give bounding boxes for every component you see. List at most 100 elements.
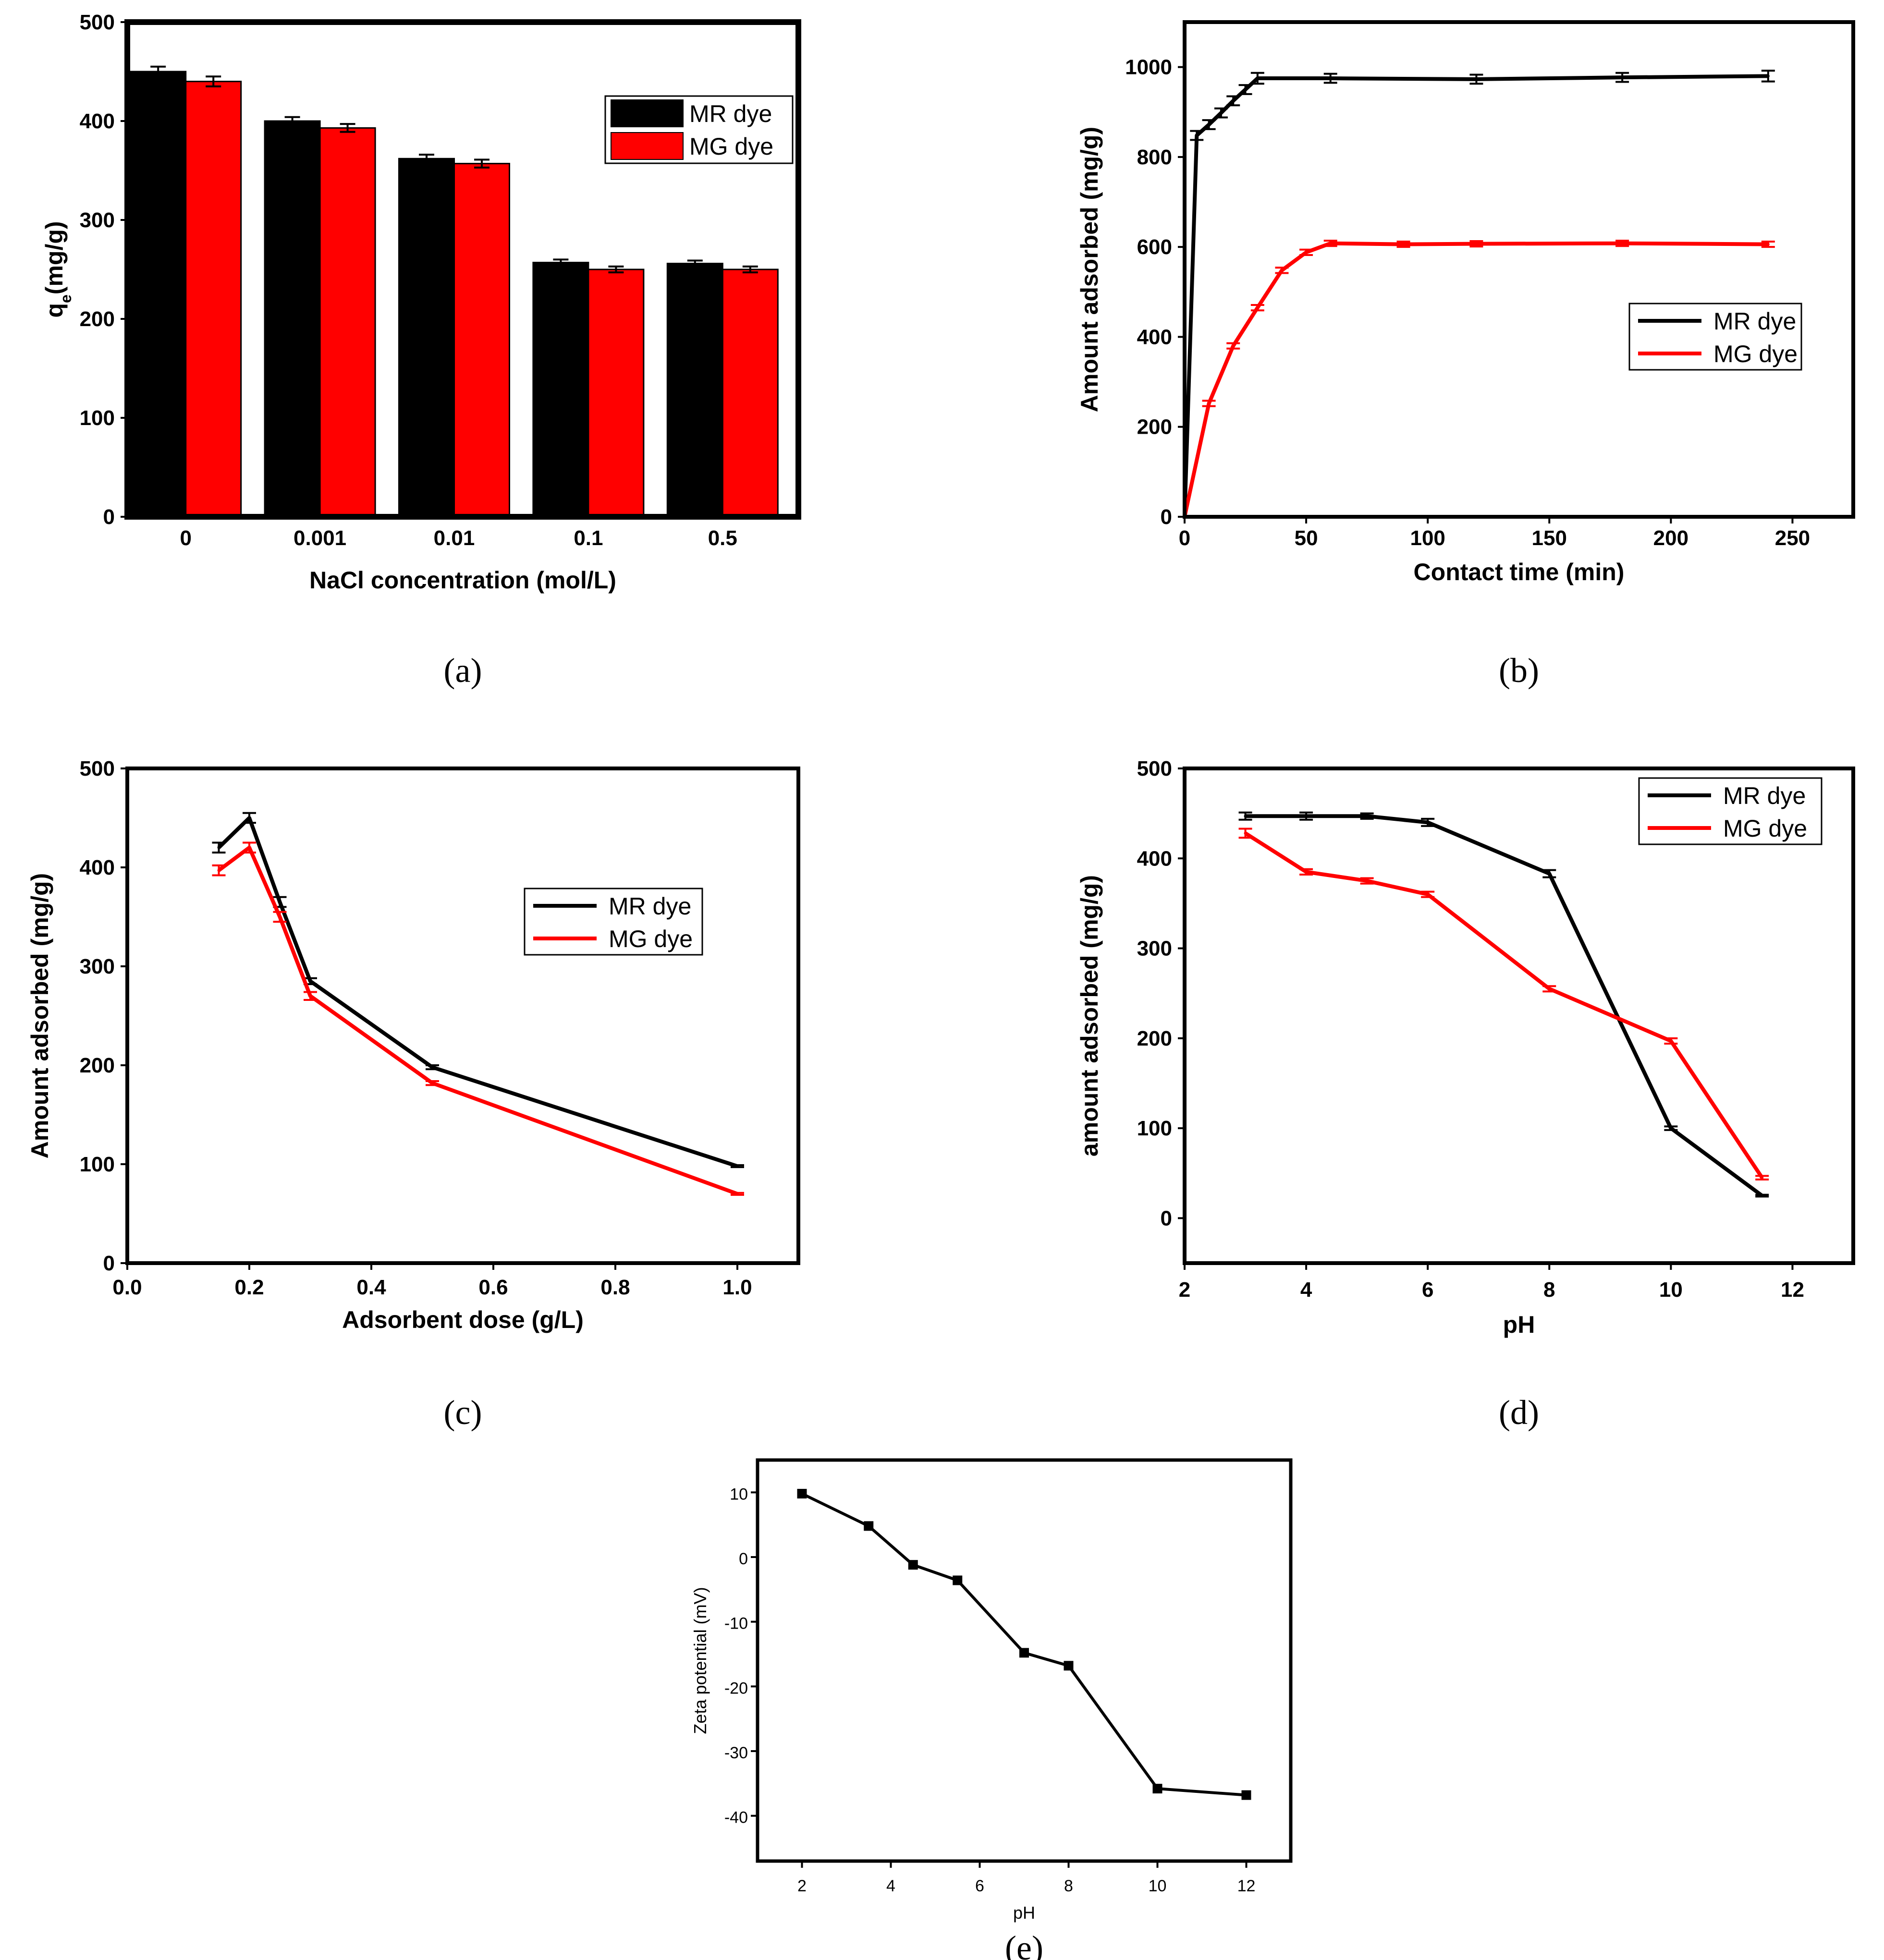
y-tick-label: 600 — [1137, 235, 1172, 259]
y-tick-label: 1000 — [1125, 56, 1172, 79]
legend-label-mr: MR dye — [689, 100, 772, 127]
legend-label-mg: MG dye — [1723, 815, 1807, 842]
y-axis-title: qe(mg/g) — [41, 221, 74, 317]
y-tick-label: 500 — [80, 757, 115, 780]
x-tick-label: 6 — [1422, 1278, 1433, 1302]
point-zeta — [1064, 1661, 1074, 1671]
y-tick-label: 400 — [1137, 325, 1172, 349]
y-tick-label: 500 — [1137, 757, 1172, 780]
bar-mg — [453, 163, 510, 518]
x-tick-label: 6 — [975, 1877, 984, 1895]
legend: MR dye MG dye — [1638, 777, 1823, 845]
y-tick-label: 800 — [1137, 146, 1172, 169]
y-tick-label: 400 — [80, 856, 115, 879]
point-zeta — [1019, 1648, 1029, 1658]
x-axis-title: Adsorbent dose (g/L) — [342, 1306, 584, 1333]
x-tick-label: 10 — [1149, 1877, 1167, 1895]
legend: MR dye MG dye — [604, 95, 794, 164]
y-tick-label: -30 — [724, 1744, 748, 1762]
legend-label-mr: MR dye — [1713, 308, 1796, 335]
x-tick-label: 0.4 — [356, 1276, 386, 1299]
y-tick-label: 0 — [1161, 1206, 1172, 1230]
series-line-mg — [218, 845, 738, 1196]
chart-c: (c) Adsorbent dose (g/L) 0 100 200 300 400 500 0… — [26, 757, 800, 1432]
plot-frame — [1183, 20, 1855, 519]
y-tick-label: 300 — [80, 955, 115, 978]
legend: MR dye MG dye — [524, 888, 703, 956]
point-zeta — [864, 1521, 874, 1531]
chart-b: (b) Contact time (min) 0 200 400 600 800 1000 0 5… — [1076, 20, 1855, 690]
panel-label: (d) — [1499, 1393, 1539, 1432]
y-tick-label: 200 — [1137, 1027, 1172, 1050]
legend-box — [1638, 777, 1823, 845]
bar-mg — [319, 127, 376, 518]
x-tick-label: 8 — [1543, 1278, 1555, 1302]
x-tick-label: 0.6 — [478, 1276, 508, 1299]
y-tick-label: 0 — [103, 505, 115, 529]
bar-mg — [185, 81, 242, 518]
x-tick-label: 0.1 — [574, 526, 603, 550]
x-tick-label: 12 — [1781, 1278, 1804, 1302]
y-tick-label: 300 — [80, 208, 115, 232]
y-axis-title-unit: (mg/g) — [41, 221, 68, 294]
x-tick-label: 1.0 — [722, 1276, 752, 1299]
bar-mg — [587, 268, 645, 518]
bar-mr — [130, 71, 187, 518]
point-zeta — [1152, 1784, 1162, 1794]
x-tick-label: 4 — [1300, 1278, 1312, 1302]
y-tick-label: 0 — [103, 1252, 115, 1275]
legend-box — [1628, 303, 1802, 371]
plot-frame — [125, 767, 800, 1265]
series-line-zeta — [801, 1492, 1247, 1797]
bar-mg — [722, 268, 779, 518]
x-tick-label: 0.001 — [294, 526, 346, 550]
x-axis-title: pH — [1503, 1311, 1535, 1338]
plot-frame — [124, 19, 801, 520]
point-zeta — [797, 1489, 807, 1499]
x-tick-label: 2 — [1179, 1278, 1190, 1302]
y-axis-title: amount adsorbed (mg/g) — [1076, 875, 1103, 1157]
legend-box — [524, 888, 703, 956]
x-tick-label: 250 — [1775, 526, 1810, 550]
y-tick-label: 0 — [1161, 505, 1172, 529]
x-tick-label: 4 — [886, 1877, 895, 1895]
legend-label-mr: MR dye — [1723, 782, 1806, 809]
y-tick-label: 300 — [1137, 937, 1172, 961]
point-zeta — [1241, 1790, 1251, 1800]
y-tick-label: 100 — [1137, 1117, 1172, 1140]
plot-frame — [756, 1458, 1293, 1863]
plot-frame — [1183, 767, 1855, 1265]
chart-d: (d) pH 0 100 200 300 400 500 2 4 6 8 10 12 amount adso… — [1076, 757, 1855, 1432]
y-tick-label: 200 — [80, 1054, 115, 1077]
legend-swatch-mr — [611, 99, 684, 127]
x-tick-label: 0.01 — [434, 526, 475, 550]
bar-mr — [666, 263, 723, 518]
y-tick-label: -20 — [724, 1679, 748, 1697]
x-tick-label: 150 — [1532, 526, 1567, 550]
y-tick-label: 0 — [739, 1550, 748, 1568]
point-zeta — [908, 1560, 918, 1570]
panel-label: (b) — [1499, 651, 1539, 690]
x-tick-label: 0.5 — [708, 526, 737, 550]
series-line-mr — [1183, 74, 1768, 517]
y-tick-label: 400 — [80, 110, 115, 133]
legend-label-mr: MR dye — [609, 893, 691, 920]
bar-mr — [398, 158, 455, 518]
x-tick-label: 8 — [1064, 1877, 1073, 1895]
x-axis-title: NaCl concentration (mol/L) — [309, 567, 616, 594]
x-tick-label: 0 — [1179, 526, 1190, 550]
chart-e: (e) pH 10 0 -10 -20 -30 -40 2 4 6 8 10 12 Zeta potenti… — [690, 1458, 1293, 1960]
x-tick-label: 0 — [180, 526, 191, 550]
y-tick-label: 100 — [80, 1153, 115, 1176]
series-line-mg — [1183, 241, 1768, 517]
y-axis-title: Zeta potential (mV) — [690, 1587, 710, 1734]
y-tick-label: 400 — [1137, 847, 1172, 870]
legend: MR dye MG dye — [1628, 303, 1802, 371]
x-tick-label: 12 — [1237, 1877, 1256, 1895]
legend-label-mg: MG dye — [689, 133, 773, 160]
x-tick-label: 10 — [1659, 1278, 1683, 1302]
legend-label-mg: MG dye — [1713, 341, 1798, 367]
bar-mr — [264, 120, 321, 518]
y-tick-label: 200 — [80, 307, 115, 331]
